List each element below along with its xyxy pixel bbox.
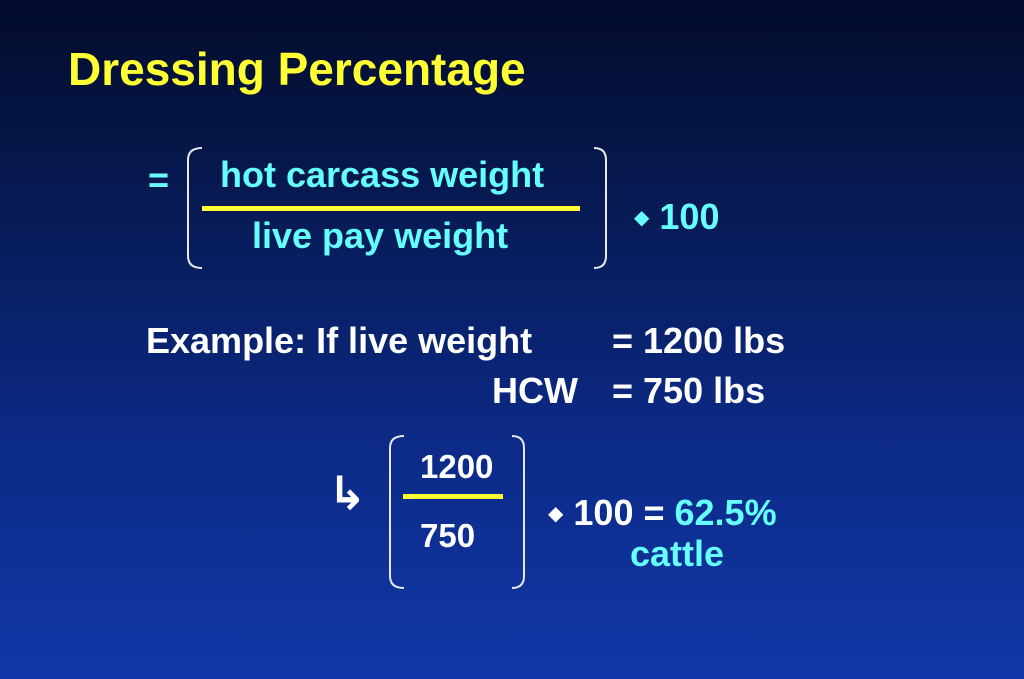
right-bracket-icon [593,147,607,269]
example-line1-label: Example: If live weight [146,320,533,361]
left-bracket-icon [187,147,203,269]
formula-multiplier: ◆ 100 [634,199,719,235]
formula-factor: 100 [659,196,720,237]
calc-fraction-bar [403,494,503,499]
multiply-diamond-icon: ◆ [634,207,650,229]
down-right-arrow-icon: ↳ [328,467,367,519]
calc-factor: 100 = [573,492,665,533]
formula-fraction-bar [202,206,580,211]
calc-result-line: ◆ 100 = 62.5% [548,495,777,531]
calc-result: 62.5% [674,492,777,533]
formula-denominator: live pay weight [252,215,509,256]
calc-denominator: 750 [420,517,476,554]
formula-numerator: hot carcass weight [220,154,545,195]
example-line1-value: = 1200 lbs [612,320,786,361]
calc-right-bracket-icon [511,435,525,589]
example-line2-label: HCW [492,370,578,411]
example-line2-value: = 750 lbs [612,370,766,411]
calc-left-bracket-icon [389,435,405,589]
slide-title: Dressing Percentage [68,43,526,95]
calc-multiply-diamond-icon: ◆ [548,503,564,525]
calc-result-note: cattle [630,533,725,574]
calc-numerator: 1200 [420,448,494,485]
formula-equals: = [148,159,170,200]
